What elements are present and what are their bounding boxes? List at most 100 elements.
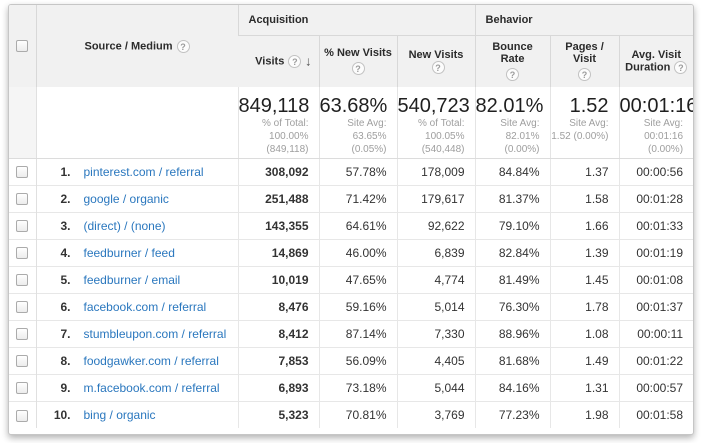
- row-checkbox[interactable]: [16, 193, 29, 206]
- summary-avg-visit-duration: 00:01:16 Site Avg: 00:01:16 (0.00%): [618, 87, 693, 159]
- source-medium-link[interactable]: foodgawker.com / referral: [83, 353, 219, 368]
- pct-new-visits-value: 64.61%: [318, 211, 397, 239]
- visits-value: 5,323: [237, 400, 319, 428]
- visits-value: 8,476: [237, 292, 319, 320]
- avg-visit-duration-value: 00:01:58: [618, 400, 693, 428]
- row-number: 6.: [60, 299, 71, 314]
- column-header-new-visits[interactable]: New Visits?: [396, 35, 476, 87]
- row-number: 2.: [60, 191, 71, 206]
- help-icon[interactable]: ?: [351, 62, 365, 76]
- summary-source-cell: [36, 87, 238, 159]
- new-visits-value: 92,622: [396, 211, 476, 239]
- row-checkbox[interactable]: [16, 247, 29, 260]
- bounce-rate-value: 82.84%: [474, 238, 551, 266]
- source-medium-report-table: Source / Medium? Acquisition Behavior Vi…: [8, 4, 694, 435]
- bounce-rate-value: 79.10%: [474, 211, 551, 239]
- table-row: 10. bing / organic 5,323 70.81% 3,769 77.…: [9, 400, 693, 428]
- pages-per-visit-value: 1.78: [549, 292, 620, 320]
- bounce-rate-value: 84.84%: [474, 157, 551, 185]
- avg-visit-duration-value: 00:00:56: [618, 157, 693, 185]
- pages-per-visit-value: 1.58: [549, 184, 620, 212]
- row-number: 7.: [60, 326, 71, 341]
- new-visits-value: 178,009: [396, 157, 476, 185]
- table-row: 2. google / organic 251,488 71.42% 179,61…: [9, 184, 693, 212]
- new-visits-value: 5,014: [396, 292, 476, 320]
- pct-new-visits-value: 57.78%: [318, 157, 397, 185]
- source-medium-link[interactable]: bing / organic: [83, 407, 156, 422]
- pages-per-visit-value: 1.45: [549, 265, 620, 293]
- group-header-behavior: Behavior: [474, 5, 693, 36]
- source-medium-link[interactable]: (direct) / (none): [83, 218, 166, 233]
- table-row: 1. pinterest.com / referral 308,092 57.78…: [9, 157, 693, 185]
- summary-new-visits: 540,723 % of Total: 100.05% (540,448): [396, 87, 476, 159]
- source-medium-link[interactable]: facebook.com / referral: [83, 299, 207, 314]
- visits-value: 7,853: [237, 346, 319, 374]
- visits-value: 8,412: [237, 319, 319, 347]
- pct-new-visits-value: 70.81%: [318, 400, 397, 428]
- new-visits-value: 6,839: [396, 238, 476, 266]
- pct-new-visits-value: 71.42%: [318, 184, 397, 212]
- source-medium-link[interactable]: feedburner / feed: [83, 245, 175, 260]
- pages-per-visit-value: 1.31: [549, 373, 620, 401]
- row-checkbox[interactable]: [16, 301, 29, 314]
- source-medium-link[interactable]: google / organic: [83, 191, 169, 206]
- row-checkbox[interactable]: [16, 355, 29, 368]
- avg-visit-duration-value: 00:00:11: [618, 319, 693, 347]
- column-header-source-medium[interactable]: Source / Medium?: [35, 5, 238, 87]
- help-icon[interactable]: ?: [674, 60, 688, 74]
- column-header-avg-visit-duration[interactable]: Avg. Visit Duration?: [618, 35, 693, 87]
- help-icon[interactable]: ?: [578, 68, 592, 82]
- table-row: 8. foodgawker.com / referral 7,853 56.09%…: [9, 346, 693, 374]
- help-icon[interactable]: ?: [506, 68, 520, 82]
- avg-visit-duration-value: 00:01:08: [618, 265, 693, 293]
- row-checkbox[interactable]: [16, 274, 29, 287]
- table-row: 9. m.facebook.com / referral 6,893 73.18%…: [9, 373, 693, 401]
- source-medium-label: Source / Medium: [84, 39, 173, 52]
- row-checkbox[interactable]: [16, 166, 29, 179]
- source-medium-link[interactable]: stumbleupon.com / referral: [83, 326, 227, 341]
- new-visits-value: 4,774: [396, 265, 476, 293]
- help-icon[interactable]: ?: [176, 39, 190, 53]
- row-number: 3.: [60, 218, 71, 233]
- bounce-rate-label: Bounce Rate: [492, 41, 533, 66]
- visits-value: 6,893: [237, 373, 319, 401]
- row-checkbox[interactable]: [16, 328, 29, 341]
- pages-per-visit-value: 1.37: [549, 157, 620, 185]
- avg-visit-duration-value: 00:01:28: [618, 184, 693, 212]
- source-medium-link[interactable]: pinterest.com / referral: [83, 164, 204, 179]
- source-medium-link[interactable]: m.facebook.com / referral: [83, 380, 220, 395]
- bounce-rate-value: 81.49%: [474, 265, 551, 293]
- pages-per-visit-value: 1.49: [549, 346, 620, 374]
- column-header-pages-per-visit[interactable]: Pages / Visit ?: [549, 35, 620, 87]
- row-number: 4.: [60, 245, 71, 260]
- column-header-bounce-rate[interactable]: Bounce Rate ?: [474, 35, 551, 87]
- bounce-rate-value: 76.30%: [474, 292, 551, 320]
- group-header-acquisition: Acquisition: [237, 5, 476, 36]
- row-checkbox[interactable]: [16, 382, 29, 395]
- avg-visit-duration-value: 00:01:22: [618, 346, 693, 374]
- pct-new-visits-value: 87.14%: [318, 319, 397, 347]
- table-row: 4. feedburner / feed 14,869 46.00% 6,839 …: [9, 238, 693, 266]
- help-icon[interactable]: ?: [288, 54, 302, 68]
- select-all-checkbox[interactable]: [16, 40, 29, 53]
- visits-value: 251,488: [237, 184, 319, 212]
- avg-visit-duration-value: 00:01:37: [618, 292, 693, 320]
- pages-per-visit-value: 1.66: [549, 211, 620, 239]
- avg-visit-duration-value: 00:00:57: [618, 373, 693, 401]
- row-checkbox[interactable]: [16, 409, 29, 422]
- new-visits-value: 5,044: [396, 373, 476, 401]
- column-header-visits[interactable]: Visits? ↓: [238, 35, 319, 87]
- new-visits-value: 7,330: [396, 319, 476, 347]
- table-row: 6. facebook.com / referral 8,476 59.16% 5…: [9, 292, 693, 320]
- summary-pages-per-visit: 1.52 Site Avg: 1.52 (0.00%): [549, 87, 620, 159]
- summary-pct-new-visits: 63.68% Site Avg: 63.65% (0.05%): [318, 87, 397, 159]
- column-header-pct-new-visits[interactable]: % New Visits ?: [318, 35, 397, 87]
- new-visits-value: 4,405: [396, 346, 476, 374]
- sort-descending-icon: ↓: [305, 53, 312, 69]
- summary-row: 849,118 % of Total: 100.00% (849,118) 63…: [9, 87, 693, 159]
- pct-new-visits-label: % New Visits: [324, 47, 392, 60]
- pages-per-visit-value: 1.08: [549, 319, 620, 347]
- row-checkbox[interactable]: [16, 220, 29, 233]
- source-medium-link[interactable]: feedburner / email: [83, 272, 181, 287]
- help-icon[interactable]: ?: [431, 60, 445, 74]
